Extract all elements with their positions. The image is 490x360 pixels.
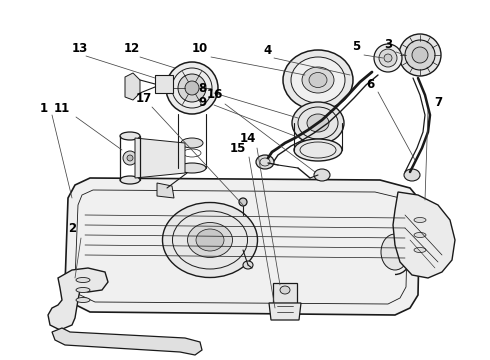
Ellipse shape <box>302 67 334 93</box>
Polygon shape <box>155 75 173 93</box>
Polygon shape <box>273 283 297 303</box>
Ellipse shape <box>412 47 428 63</box>
Ellipse shape <box>76 297 90 302</box>
Ellipse shape <box>181 138 203 148</box>
Ellipse shape <box>127 155 133 161</box>
Ellipse shape <box>404 169 420 181</box>
Ellipse shape <box>120 132 140 140</box>
Text: 10: 10 <box>192 41 208 54</box>
Ellipse shape <box>76 288 90 292</box>
Text: 14: 14 <box>240 131 256 144</box>
Ellipse shape <box>292 102 344 144</box>
Polygon shape <box>65 178 420 315</box>
Ellipse shape <box>309 72 327 87</box>
Ellipse shape <box>291 57 345 103</box>
Text: 13: 13 <box>72 41 88 54</box>
Ellipse shape <box>239 198 247 206</box>
Ellipse shape <box>256 155 274 169</box>
Polygon shape <box>269 303 301 320</box>
Polygon shape <box>157 183 174 198</box>
Text: 9: 9 <box>198 95 206 108</box>
Ellipse shape <box>399 34 441 76</box>
Ellipse shape <box>381 234 409 270</box>
Text: 4: 4 <box>264 44 272 57</box>
Text: 1: 1 <box>40 102 48 114</box>
Ellipse shape <box>196 229 224 251</box>
Polygon shape <box>135 138 185 178</box>
Text: 5: 5 <box>352 40 360 53</box>
Text: 6: 6 <box>366 77 374 90</box>
Ellipse shape <box>307 114 329 132</box>
Ellipse shape <box>120 176 140 184</box>
Text: 3: 3 <box>384 37 392 50</box>
Ellipse shape <box>405 40 435 70</box>
Ellipse shape <box>280 286 290 294</box>
Ellipse shape <box>374 44 402 72</box>
Ellipse shape <box>123 151 137 165</box>
Text: 12: 12 <box>124 41 140 54</box>
Polygon shape <box>48 268 108 330</box>
Ellipse shape <box>178 74 206 102</box>
Text: 7: 7 <box>434 95 442 108</box>
Ellipse shape <box>163 202 258 278</box>
Ellipse shape <box>243 261 253 269</box>
Ellipse shape <box>414 233 426 238</box>
Ellipse shape <box>379 49 397 67</box>
Ellipse shape <box>76 278 90 283</box>
Ellipse shape <box>414 248 426 252</box>
Text: 11: 11 <box>54 102 70 114</box>
Ellipse shape <box>188 222 232 257</box>
Ellipse shape <box>185 81 199 95</box>
Text: 17: 17 <box>136 91 152 104</box>
Polygon shape <box>52 328 202 355</box>
Ellipse shape <box>178 163 206 173</box>
Ellipse shape <box>283 50 353 110</box>
Polygon shape <box>393 192 455 278</box>
Ellipse shape <box>384 54 392 62</box>
Text: 8: 8 <box>198 81 206 95</box>
Ellipse shape <box>166 62 218 114</box>
Text: 2: 2 <box>68 221 76 234</box>
Polygon shape <box>125 73 140 100</box>
Text: 16: 16 <box>207 87 223 100</box>
Ellipse shape <box>294 139 342 161</box>
Text: 15: 15 <box>230 141 246 154</box>
Ellipse shape <box>314 169 330 181</box>
Ellipse shape <box>414 217 426 222</box>
